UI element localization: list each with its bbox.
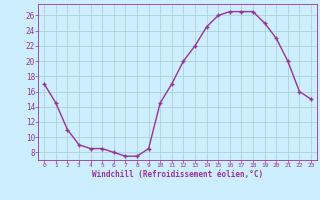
X-axis label: Windchill (Refroidissement éolien,°C): Windchill (Refroidissement éolien,°C): [92, 170, 263, 179]
